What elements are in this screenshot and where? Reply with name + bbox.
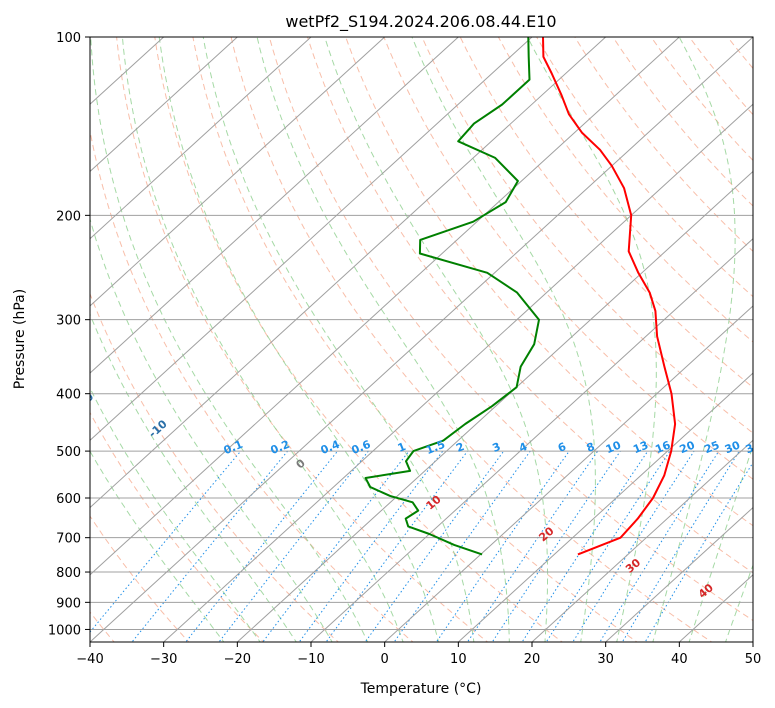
mixing-ratio-line [218,450,369,642]
isotherm-line [90,37,681,576]
dry-adiabat-line [116,37,489,642]
temperature-profile-line [542,37,677,556]
x-tick-label: −10 [297,652,324,667]
mixing-ratio-label: 8 [585,440,597,455]
mixing-ratio-line [572,450,695,642]
mixing-ratio-line [545,450,671,642]
mixing-ratio-label: 1 [396,440,408,455]
y-tick-label: 200 [56,209,81,224]
mixing-ratio-label: 10 [604,438,623,456]
mixing-ratio-label: 36 [744,438,763,456]
y-tick-label: 900 [56,596,81,611]
isotherm-line [383,305,753,642]
mixing-ratio-label: 20 [678,438,697,456]
isotherm-line [531,439,753,642]
dry-adiabat-line [268,37,753,622]
dry-adiabat-label: -20 [73,390,97,413]
y-tick-label: 400 [56,388,81,403]
dewpoint-profile-line [364,37,540,556]
dry-adiabat-line [306,37,753,574]
x-tick-label: 50 [745,652,762,667]
y-tick-label: 300 [56,314,81,329]
isotherm-line [90,37,607,509]
isotherm-line [162,103,753,642]
isotherm-line [236,170,753,642]
mixing-ratio-label: 13 [631,439,650,457]
isotherm-line [90,37,460,374]
y-tick-label: 1000 [48,623,81,638]
chart-title: wetPf2_S194.2024.206.08.44.E10 [285,12,556,32]
mixing-ratio-label: 2 [454,440,466,455]
x-tick-label: −40 [76,652,103,667]
plot-frame [89,36,754,643]
y-tick-label: 600 [56,492,81,507]
isotherm-line [90,37,312,240]
isotherm-line [90,37,753,642]
axes-and-labels-layer: −40 −30 −20 −10 0 10 20 30 40 50 100 200 300 400 500 60… [48,31,761,667]
x-axis-label: Temperature (°C) [360,681,482,697]
mixing-ratio-line [185,450,338,642]
mixing-ratio-label: 25 [702,439,721,457]
x-tick-label: 10 [450,652,467,667]
mixing-ratio-label: 30 [723,438,742,456]
mixing-ratio-line [621,450,740,642]
dry-adiabat-line [345,37,753,527]
x-tick-label: 40 [671,652,688,667]
isotherm-line [90,37,386,307]
x-tick-label: −20 [224,652,251,667]
mixing-ratio-line [325,450,468,642]
moist-adiabat-line [90,37,369,642]
mixing-ratio-line [521,450,649,642]
isotherm-line [310,237,753,642]
mixing-ratio-label: 3 [491,440,503,455]
mixing-ratio-line [599,450,720,642]
isotherm-line [90,37,533,442]
mixing-ratio-line [435,450,570,642]
y-tick-label: 500 [56,445,81,460]
moist-adiabat-line [90,217,333,642]
dry-adiabat-line [90,411,265,642]
y-tick-label: 700 [56,532,81,547]
y-tick-label: 100 [56,31,81,46]
isotherm-line [457,372,753,642]
mixing-ratio-label: 16 [653,438,672,456]
isotherm-line [604,506,753,642]
mixing-ratio-line [491,450,621,642]
isotherm-line [90,37,239,173]
y-axis-label: Pressure (hPa) [12,289,28,389]
x-tick-label: −30 [150,652,177,667]
y-tick-label: 800 [56,566,81,581]
background-lines-layer: -100-90-80-70-60-50-40-30-20-10010203040… [73,37,763,642]
x-tick-label: 20 [524,652,541,667]
x-tick-label: 0 [381,652,389,667]
mixing-ratio-line [393,450,531,642]
x-tick-label: 30 [597,652,614,667]
